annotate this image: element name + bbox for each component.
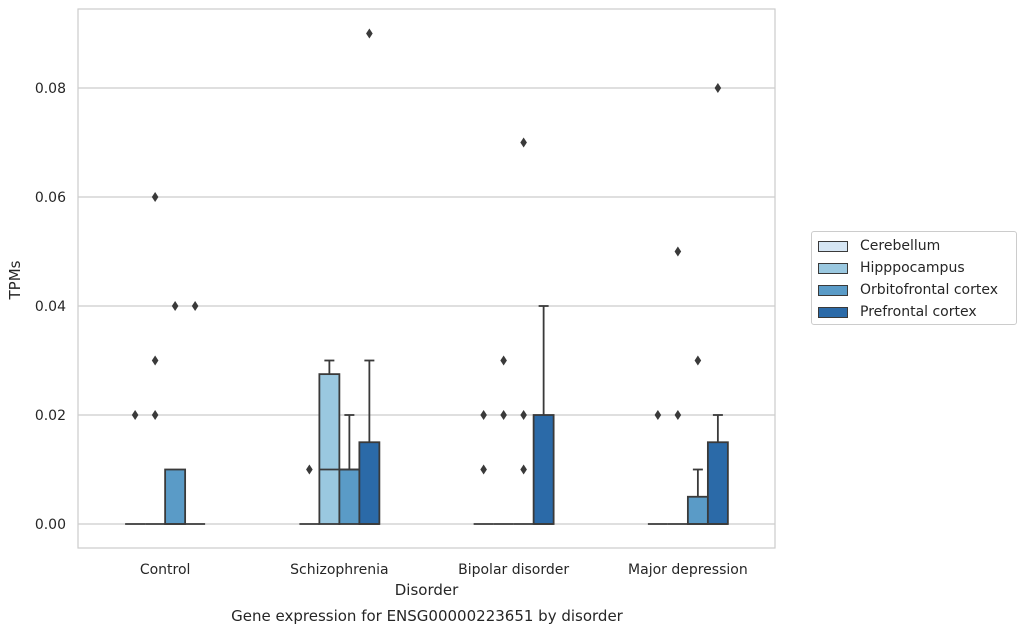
outlier-point <box>654 410 662 420</box>
outlier-point <box>480 410 487 420</box>
grid-lines <box>78 87 775 525</box>
box-hipppocampus <box>667 246 688 525</box>
x-tick-label: Schizophrenia <box>290 562 388 578</box>
x-axis-label: Disorder <box>395 581 459 599</box>
y-tick-label: 0.04 <box>35 299 66 315</box>
legend: Cerebellum Hipppocampus Orbitofrontal co… <box>811 231 1017 325</box>
outlier-point <box>171 301 179 311</box>
legend-swatch-prefrontal <box>818 306 848 318</box>
box-body <box>164 468 187 525</box>
legend-item-orbitofrontal: Orbitofrontal cortex <box>818 280 998 300</box>
box-body <box>318 373 341 525</box>
y-tick-label: 0.02 <box>35 408 66 424</box>
legend-swatch-cerebellum <box>818 240 848 252</box>
outlier-point <box>500 410 507 420</box>
outlier-point <box>520 137 527 148</box>
legend-label-prefrontal: Prefrontal cortex <box>860 304 977 320</box>
box-prefrontal-cortex <box>532 305 555 525</box>
y-tick-label: 0.00 <box>35 517 66 533</box>
legend-label-cerebellum: Cerebellum <box>860 238 941 254</box>
outlier-point <box>151 355 159 366</box>
outlier-point <box>366 28 373 39</box>
outlier-point <box>131 410 139 420</box>
outlier-point <box>191 301 199 311</box>
box-body <box>706 441 729 525</box>
y-tick-label: 0.08 <box>35 81 66 97</box>
x-tick-label: Major depression <box>628 562 748 578</box>
legend-label-orbitofrontal: Orbitofrontal cortex <box>860 282 998 298</box>
outlier-point <box>694 355 702 366</box>
box-orbitofrontal-cortex <box>686 355 709 525</box>
box-cerebellum <box>473 410 494 525</box>
box-cerebellum <box>299 464 320 525</box>
box-prefrontal-cortex <box>185 301 206 525</box>
box-cerebellum <box>647 410 668 525</box>
box-hipppocampus <box>493 355 514 525</box>
legend-item-prefrontal: Prefrontal cortex <box>818 302 977 322</box>
outlier-point <box>674 410 682 420</box>
outlier-point <box>480 464 487 475</box>
y-tick-label: 0.06 <box>35 190 66 206</box>
plot-area-frame <box>77 8 776 549</box>
box-cerebellum <box>125 410 146 525</box>
box-body <box>338 468 361 525</box>
legend-swatch-hippocampus <box>818 262 848 274</box>
box-orbitofrontal-cortex <box>164 301 187 525</box>
box-prefrontal-cortex <box>358 28 381 525</box>
box-series-layer <box>125 28 729 525</box>
legend-swatch-orbitofrontal <box>818 284 848 296</box>
box-body <box>358 441 381 525</box>
legend-item-cerebellum: Cerebellum <box>818 236 940 256</box>
box-body <box>686 495 709 525</box>
outlier-point <box>674 246 682 257</box>
x-tick-label: Control <box>140 562 191 578</box>
legend-item-hippocampus: Hipppocampus <box>818 258 965 278</box>
outlier-point <box>306 464 313 475</box>
outlier-point <box>500 355 507 366</box>
box-body <box>532 414 555 525</box>
y-tick-labels: 0.00 0.02 0.04 0.06 0.08 <box>35 81 66 533</box>
x-tick-label: Bipolar disorder <box>458 562 569 578</box>
box-prefrontal-cortex <box>706 83 729 525</box>
box-orbitofrontal-cortex <box>338 414 361 525</box>
box-orbitofrontal-cortex <box>513 137 534 525</box>
box-hipppocampus <box>145 192 166 525</box>
outlier-point <box>151 192 159 202</box>
outlier-point <box>520 464 527 475</box>
x-tick-labels: Control Schizophrenia Bipolar disorder Majo… <box>140 562 748 578</box>
box-hipppocampus <box>318 359 341 525</box>
legend-label-hippocampus: Hipppocampus <box>860 260 965 276</box>
chart-caption: Gene expression for ENSG00000223651 by d… <box>231 607 623 625</box>
outlier-point <box>151 410 159 420</box>
outlier-point <box>520 410 527 420</box>
outlier-point <box>714 83 722 93</box>
y-axis-label: TPMs <box>6 260 24 300</box>
